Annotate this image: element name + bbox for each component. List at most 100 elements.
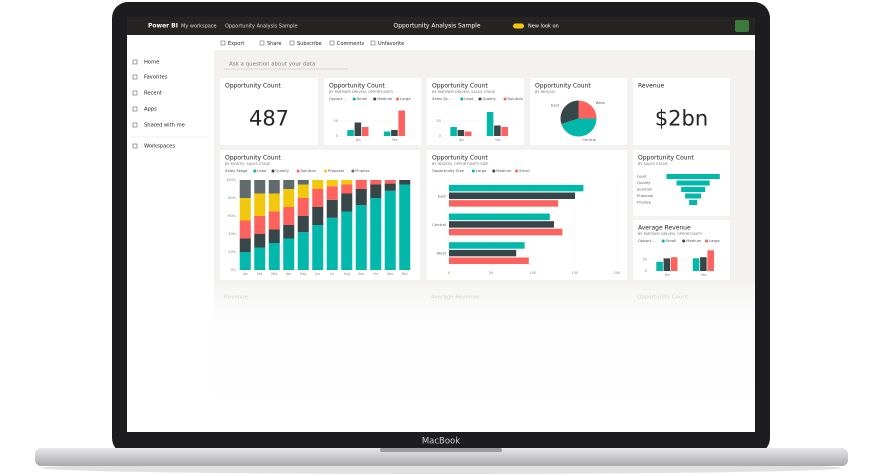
legend-label: Large	[476, 168, 487, 173]
tile-title: Average Revenue	[638, 225, 691, 232]
y-tick-label: 60%	[228, 214, 236, 218]
nav-item[interactable]: Favorites	[144, 75, 168, 81]
bar-segment	[283, 180, 295, 189]
x-tick-label: Jan	[242, 272, 248, 276]
x-tick-label: Oct	[373, 272, 379, 276]
bar-segment	[355, 205, 367, 270]
qa-box[interactable]: Ask a question about your data	[229, 62, 315, 68]
legend-label: Qualify	[483, 96, 497, 101]
avatar[interactable]	[735, 20, 749, 32]
bar	[361, 127, 369, 136]
toolbar-icon	[329, 40, 335, 46]
tile-subtitle: BY REGION	[535, 90, 555, 94]
bar-segment	[297, 216, 309, 233]
toolbar-button[interactable]: Unfavorite	[378, 41, 404, 47]
x-tick-label: 0	[448, 271, 450, 275]
tile-title: Opportunity Count	[638, 155, 694, 162]
bar	[700, 257, 707, 271]
device-label: MacBook	[422, 437, 460, 447]
x-tick-label: Apr	[286, 272, 292, 276]
bar-segment	[239, 180, 251, 198]
nav-item[interactable]: Apps	[144, 107, 157, 113]
x-tick-label: Jul	[329, 272, 334, 276]
funnel-bar	[689, 200, 698, 205]
x-tick-label: May	[300, 272, 307, 276]
legend-swatch	[352, 97, 356, 101]
legend-label: Solution	[301, 168, 317, 173]
bar-segment	[297, 180, 309, 185]
x-tick-label: No	[459, 138, 464, 142]
tile-title: Opportunity Count	[432, 83, 488, 90]
nav-item[interactable]: Shared with me	[144, 123, 185, 129]
nav-icon	[132, 74, 138, 80]
bar-segment	[297, 184, 309, 198]
bar-segment	[254, 234, 266, 248]
report-name[interactable]: Opportunity Analysis Sample	[393, 23, 480, 30]
funnel-label: Finalize	[637, 200, 652, 205]
fade-overlay	[214, 283, 755, 432]
toolbar-icon	[289, 40, 295, 46]
bar	[494, 125, 501, 136]
bar	[449, 257, 529, 264]
toolbar-button[interactable]: Export	[228, 41, 244, 47]
legend-swatch	[271, 169, 275, 173]
card-value: $2bn	[655, 107, 708, 131]
x-tick-label: Mar	[271, 272, 278, 276]
toolbar-button[interactable]: Share	[267, 41, 281, 47]
legend-swatch	[460, 97, 464, 101]
legend-label: Lead	[464, 96, 474, 101]
nav-item[interactable]: Home	[144, 60, 159, 66]
nav-icon	[132, 122, 138, 128]
toolbar-button[interactable]: Subscribe	[297, 41, 322, 47]
bar	[486, 112, 494, 136]
tile-title: Revenue	[638, 83, 664, 90]
legend-title: Sales St...	[432, 96, 451, 101]
toolbar-button[interactable]: Comments	[337, 41, 364, 47]
x-tick-label: No	[356, 138, 361, 142]
nav-icon	[132, 143, 138, 149]
legend-swatch	[324, 169, 327, 173]
x-tick-label: Yes	[392, 138, 398, 142]
legend-swatch	[478, 97, 482, 101]
bar-segment	[326, 199, 338, 218]
nav-item[interactable]: Workspaces	[144, 144, 175, 150]
tile-subtitle: BY MONTH, SALES STAGE	[225, 162, 271, 166]
bar	[457, 130, 465, 136]
legend-label: Proposal	[328, 168, 344, 173]
bar-segment	[341, 193, 353, 212]
y-tick-label: East	[438, 193, 447, 198]
nav-item[interactable]: Recent	[144, 91, 162, 97]
toggle[interactable]	[513, 23, 524, 29]
legend-title: Opportunity Size	[432, 168, 464, 173]
bar-segment	[283, 207, 295, 225]
x-tick-label: Aug	[344, 272, 350, 276]
top-bar	[127, 17, 755, 35]
funnel-bar	[685, 193, 702, 199]
faded-tile-title: Average Revenue	[431, 295, 480, 301]
bar	[449, 213, 550, 221]
funnel-bar	[681, 187, 706, 192]
bar-segment	[312, 207, 324, 225]
bar	[663, 258, 671, 271]
x-tick-label: 50	[489, 271, 493, 275]
legend-swatch	[373, 97, 377, 101]
y-tick-label: 0	[645, 269, 647, 273]
nav-icon	[132, 90, 138, 96]
bar	[450, 127, 457, 136]
bar	[449, 242, 525, 249]
breadcrumb[interactable]: My workspace	[181, 24, 217, 30]
bar-segment	[326, 186, 338, 200]
legend-label: Qualify	[276, 168, 290, 173]
bar-segment	[341, 180, 353, 185]
brand[interactable]: Power BI	[148, 23, 178, 30]
tile[interactable]	[220, 78, 318, 145]
tile-subtitle: BY PARTNER DRIVEN, SALES STAGE	[432, 90, 496, 94]
bar-segment	[355, 180, 367, 189]
bar-segment	[254, 247, 266, 270]
tile[interactable]	[633, 78, 730, 145]
x-tick-label: Dec	[402, 272, 408, 276]
bar-segment	[297, 198, 309, 216]
y-tick-label: 40%	[228, 232, 236, 236]
y-tick-label: Central	[432, 222, 446, 227]
breadcrumb[interactable]: Opportunity Analysis Sample	[225, 24, 298, 30]
